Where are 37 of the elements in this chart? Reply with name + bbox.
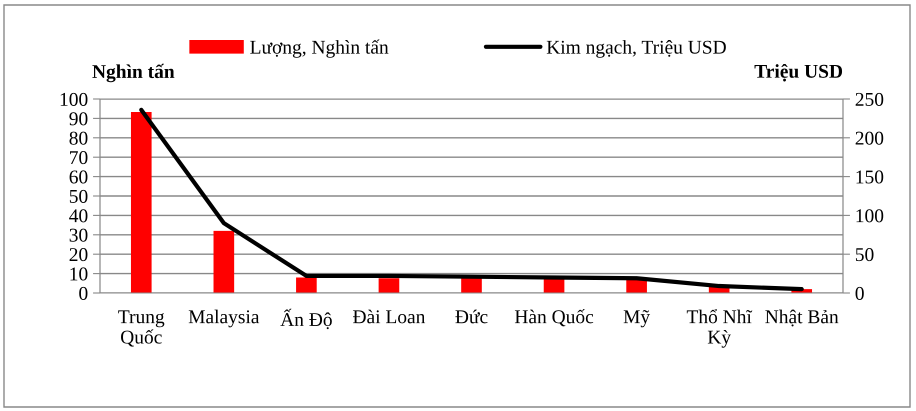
bar (296, 277, 317, 293)
y-tick-label: 40 (69, 209, 88, 222)
x-tick-label: Hàn Quốc (514, 309, 594, 326)
bar (378, 278, 400, 293)
y-tick-label: 20 (70, 248, 88, 262)
bar (214, 230, 234, 293)
line-series (139, 108, 804, 292)
x-tick-label: Nhật Bản (765, 310, 838, 326)
y-tick-label: 90 (69, 112, 88, 126)
y-tick-label: 70 (70, 151, 88, 164)
bar (461, 278, 482, 293)
bar (626, 280, 647, 293)
y-tick-label: 0 (79, 286, 88, 300)
legend-label: Lượng, Nghìn tấn (250, 40, 388, 58)
y2-tick-label: 50 (856, 248, 874, 262)
legend-label: Kim ngạch, Triệu USD (546, 40, 726, 58)
x-tick-label: Malaysia (188, 310, 260, 328)
x-tick-label: Ấn Độ (280, 308, 332, 330)
y2-tick-label: 0 (856, 286, 864, 300)
y2-tick-label: 150 (856, 170, 884, 184)
y-tick-label: 50 (70, 190, 88, 203)
y2-tick-label: 100 (856, 209, 884, 222)
x-tick-label: Trung Quốc (118, 310, 164, 347)
bar (130, 112, 152, 293)
y-tick-label: 30 (70, 228, 88, 242)
y-axis-title: Nghìn tấn (92, 64, 174, 82)
y-tick-label: 60 (70, 170, 88, 184)
y2-axis-title: Triệu USD (754, 64, 842, 82)
y-tick-label: 100 (60, 92, 88, 106)
y2-tick-label: 250 (856, 92, 884, 106)
y-tick-label: 10 (70, 267, 88, 281)
y2-tick-label: 200 (856, 132, 884, 145)
x-tick-label: Đài Loan (353, 310, 426, 324)
y-tick-label: 80 (69, 132, 88, 145)
x-tick-label: Thổ Nhĩ Kỳ (686, 309, 752, 348)
x-tick-label: Đức (455, 310, 488, 324)
x-tick-label: Mỹ (624, 310, 650, 328)
